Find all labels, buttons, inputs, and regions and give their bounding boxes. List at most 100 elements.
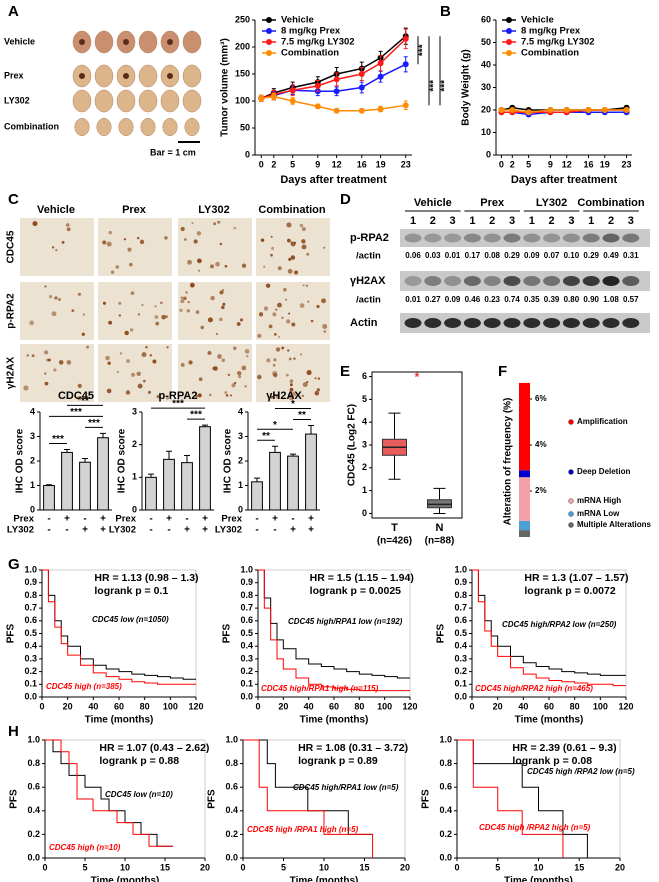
y-tick-label: 4 <box>30 406 35 416</box>
ihc-stain <box>283 287 287 292</box>
ihc-stain <box>241 365 247 371</box>
tumor-photo <box>74 117 90 137</box>
ihc-stain <box>166 396 169 400</box>
legend-label: 7.5 mg/kg LY302 <box>521 37 595 48</box>
y-tick-label: 50 <box>481 37 491 47</box>
ihc-stain <box>194 394 199 398</box>
data-point <box>525 109 532 116</box>
curve-label: CDC45 high/RPA2 high (n=465) <box>475 684 593 693</box>
tumor-photo <box>182 30 202 54</box>
y-tick-label: 5 <box>362 394 367 404</box>
condition-sign: + <box>184 525 190 536</box>
blot-band <box>424 318 442 328</box>
x-tick-label: 12 <box>332 159 342 169</box>
ihc-stain <box>275 395 280 399</box>
ratio-value: 0.09 <box>445 295 461 304</box>
ratio-value: 0.27 <box>425 295 441 304</box>
blot-band <box>503 233 521 243</box>
legend-marker <box>266 39 272 45</box>
legend-label: mRNA High <box>577 496 621 505</box>
blot-band <box>404 233 422 243</box>
ihc-stain <box>185 291 188 294</box>
blot-band <box>622 233 640 243</box>
ratio-value: 0.23 <box>484 295 500 304</box>
lane-number: 2 <box>608 215 614 227</box>
tumor-spot <box>167 39 173 45</box>
ihc-stain <box>152 359 157 364</box>
data-point <box>333 76 340 83</box>
blot-band <box>523 233 541 243</box>
image-column-label: Vehicle <box>37 204 75 216</box>
x-tick-label: 80 <box>354 701 364 711</box>
ratio-label: /actin <box>356 295 381 306</box>
y-tick-label: 2 <box>238 455 243 465</box>
x-tick-label: 0 <box>259 159 264 169</box>
ihc-stain <box>272 370 278 377</box>
x-tick-label: 0 <box>240 862 245 872</box>
ihc-stain <box>322 324 328 330</box>
panel-letter: B <box>440 3 451 20</box>
scale-bar-label: Bar = 1 cm <box>150 147 196 157</box>
y-axis-label: PFS <box>222 623 233 643</box>
ihc-stain <box>268 324 273 329</box>
x-tick-label: 5 <box>82 862 87 872</box>
sample-size: (n=88) <box>425 536 455 547</box>
error-bar <box>254 477 260 482</box>
y-tick-label: 3 <box>238 431 243 441</box>
data-point <box>509 107 516 113</box>
ihc-stain <box>233 346 237 351</box>
y-tick-label: 0.2 <box>24 666 37 676</box>
y-tick-label: 0 <box>486 149 491 159</box>
x-tick-label: 0 <box>39 701 44 711</box>
logrank-p: logrank p = 0.88 <box>99 755 179 767</box>
ratio-value: 0.57 <box>623 295 639 304</box>
x-tick-label: N <box>436 522 444 534</box>
ihc-stain <box>225 394 229 397</box>
lane-number: 3 <box>568 215 574 227</box>
error-bar <box>64 448 70 453</box>
legend-marker <box>506 50 512 56</box>
bar <box>163 458 175 511</box>
condition-sign: + <box>64 514 70 525</box>
x-tick-label: 0 <box>42 862 47 872</box>
ihc-stain <box>183 296 187 301</box>
blot-group-label: Combination <box>577 197 644 209</box>
ihc-stain <box>139 239 145 245</box>
x-axis-label: Time (months) <box>85 715 154 726</box>
condition-sign: - <box>255 525 258 536</box>
blot-band <box>622 276 640 286</box>
tumor-spot <box>167 73 173 79</box>
tumor-photo <box>160 89 180 113</box>
y-tick-label: 3 <box>362 439 367 449</box>
error-bar <box>82 458 88 463</box>
y-tick-label: 0.4 <box>27 805 40 815</box>
ihc-stain <box>46 358 49 362</box>
bar-segment <box>519 530 530 537</box>
ihc-stain <box>210 264 214 269</box>
y-tick-label: 0.4 <box>24 641 37 651</box>
ihc-stain <box>77 395 82 401</box>
significance-label: * <box>415 370 420 384</box>
ihc-stain <box>263 265 266 268</box>
photo-row-label: Vehicle <box>4 36 35 46</box>
tumor-photo <box>138 89 158 113</box>
whisker <box>433 487 446 500</box>
ratio-value: 0.17 <box>465 251 481 260</box>
y-tick-label: 200 <box>235 41 250 51</box>
hazard-ratio: HR = 1.07 (0.43 – 2.62) <box>99 742 209 754</box>
y-tick-label: 0.4 <box>225 805 238 815</box>
error-bar <box>46 484 52 486</box>
condition-sign: + <box>82 525 88 536</box>
legend-label: 8 mg/kg Prex <box>281 26 341 37</box>
ratio-value: 0.03 <box>425 251 441 260</box>
ihc-stain <box>51 311 57 317</box>
ratio-value: 0.49 <box>603 251 619 260</box>
ihc-stain <box>291 391 297 397</box>
ihc-stain <box>53 368 57 372</box>
ihc-stain <box>82 313 85 316</box>
blot-band <box>503 318 521 328</box>
condition-sign: + <box>100 514 106 525</box>
survival-curve <box>45 739 173 847</box>
tumor-photo <box>184 117 200 137</box>
ihc-stain <box>207 351 212 355</box>
